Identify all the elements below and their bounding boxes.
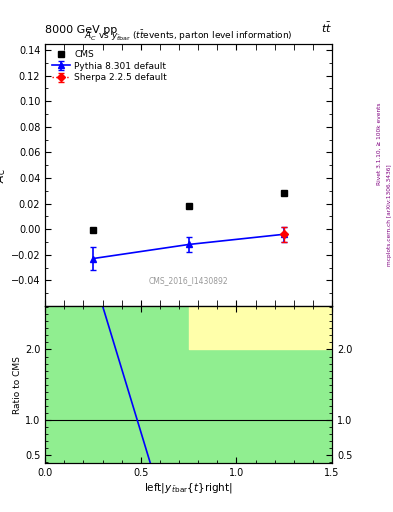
Y-axis label: Ratio to CMS: Ratio to CMS [13,356,22,414]
X-axis label: $\mathrm{left}|y_{\,\bar{t}\mathrm{bar}}\{t\}\mathrm{right}|$: $\mathrm{left}|y_{\,\bar{t}\mathrm{bar}}… [144,481,233,495]
Title: $A_C$ vs $y_{\bar{t}\mathrm{bar}}$ ($t\bar{t}$events, parton level information): $A_C$ vs $y_{\bar{t}\mathrm{bar}}$ ($t\b… [84,29,293,44]
CMS [282,190,286,197]
Y-axis label: $A_C$: $A_C$ [0,167,8,182]
Text: 8000 GeV pp: 8000 GeV pp [45,25,118,35]
CMS [91,227,95,233]
Text: Rivet 3.1.10, ≥ 100k events: Rivet 3.1.10, ≥ 100k events [377,102,382,185]
Line: CMS: CMS [90,190,288,234]
Text: CMS_2016_I1430892: CMS_2016_I1430892 [149,276,228,285]
CMS [186,203,191,209]
Legend: CMS, Pythia 8.301 default, Sherpa 2.2.5 default: CMS, Pythia 8.301 default, Sherpa 2.2.5 … [50,48,169,84]
Text: $t\bar{t}$: $t\bar{t}$ [321,20,332,35]
Text: mcplots.cern.ch [arXiv:1306.3436]: mcplots.cern.ch [arXiv:1306.3436] [387,164,391,266]
